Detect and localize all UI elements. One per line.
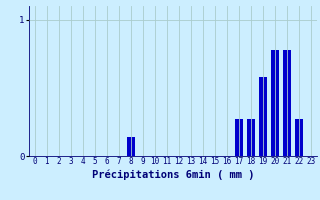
X-axis label: Précipitations 6min ( mm ): Précipitations 6min ( mm ) [92, 169, 254, 180]
Bar [295, 119, 303, 156]
Bar [271, 50, 279, 156]
Bar [235, 119, 243, 156]
Bar [247, 119, 255, 156]
Bar [283, 50, 291, 156]
Bar [127, 137, 135, 156]
Bar [259, 77, 267, 156]
